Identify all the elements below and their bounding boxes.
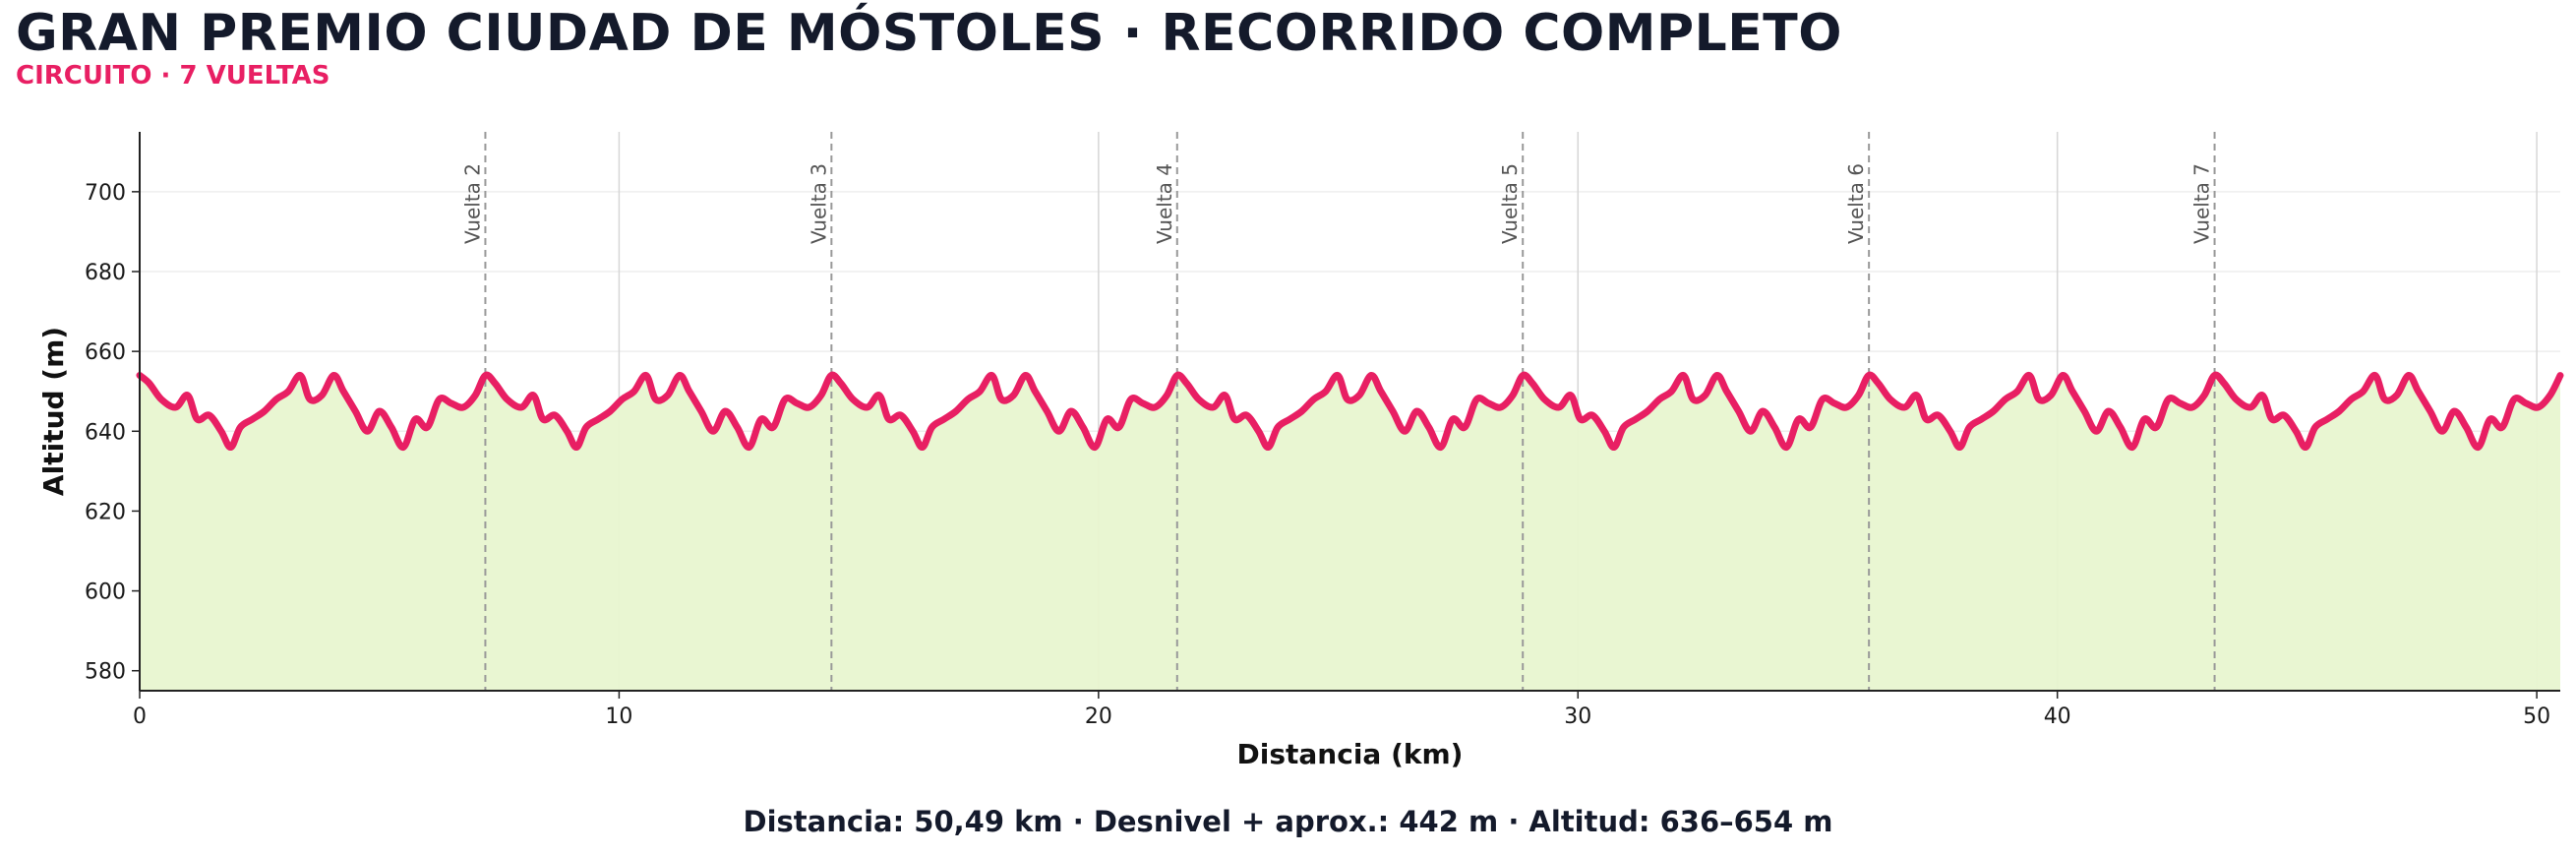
y-tick-label: 600 — [85, 581, 126, 605]
y-tick-label: 700 — [85, 181, 126, 206]
x-tick-label: 10 — [605, 704, 632, 729]
lap-marker-label: Vuelta 6 — [1844, 163, 1868, 244]
chart-subtitle: CIRCUITO · 7 VUELTAS — [16, 61, 330, 91]
y-tick-label: 680 — [85, 261, 126, 285]
x-tick-label: 0 — [133, 704, 147, 729]
y-tick-label: 640 — [85, 420, 126, 445]
y-tick-label: 660 — [85, 340, 126, 365]
elevation-area — [140, 375, 2560, 691]
elevation-profile-chart: Vuelta 2 Vuelta 3 Vuelta 4 Vuelta 5 Vuelta 6… — [37, 132, 2564, 770]
lap-markers: Vuelta 2 Vuelta 3 Vuelta 4 Vuelta 5 Vuelta 6… — [460, 132, 2216, 691]
lap-marker-label: Vuelta 7 — [2190, 163, 2214, 244]
elevation-line — [136, 371, 2564, 452]
y-tick-label: 580 — [85, 660, 126, 685]
x-axis-title: Distancia (km) — [1237, 738, 1464, 770]
axes: 0 10 20 30 40 50 580 600 620 640 660 680 700 — [85, 132, 2560, 729]
y-tick-label: 620 — [85, 500, 126, 524]
lap-marker-label: Vuelta 3 — [807, 163, 830, 244]
route-stats: Distancia: 50,49 km · Desnivel + aprox.:… — [743, 805, 1833, 838]
x-tick-label: 20 — [1085, 704, 1112, 729]
x-tick-label: 50 — [2523, 704, 2550, 729]
chart-title: GRAN PREMIO CIUDAD DE MÓSTOLES · RECORRI… — [16, 4, 1842, 63]
lap-marker-label: Vuelta 2 — [460, 163, 484, 244]
x-tick-label: 40 — [2044, 704, 2071, 729]
lap-marker-label: Vuelta 5 — [1498, 163, 1522, 244]
y-axis-title: Altitud (m) — [37, 327, 70, 496]
lap-marker-label: Vuelta 4 — [1153, 163, 1176, 244]
x-tick-label: 30 — [1564, 704, 1591, 729]
